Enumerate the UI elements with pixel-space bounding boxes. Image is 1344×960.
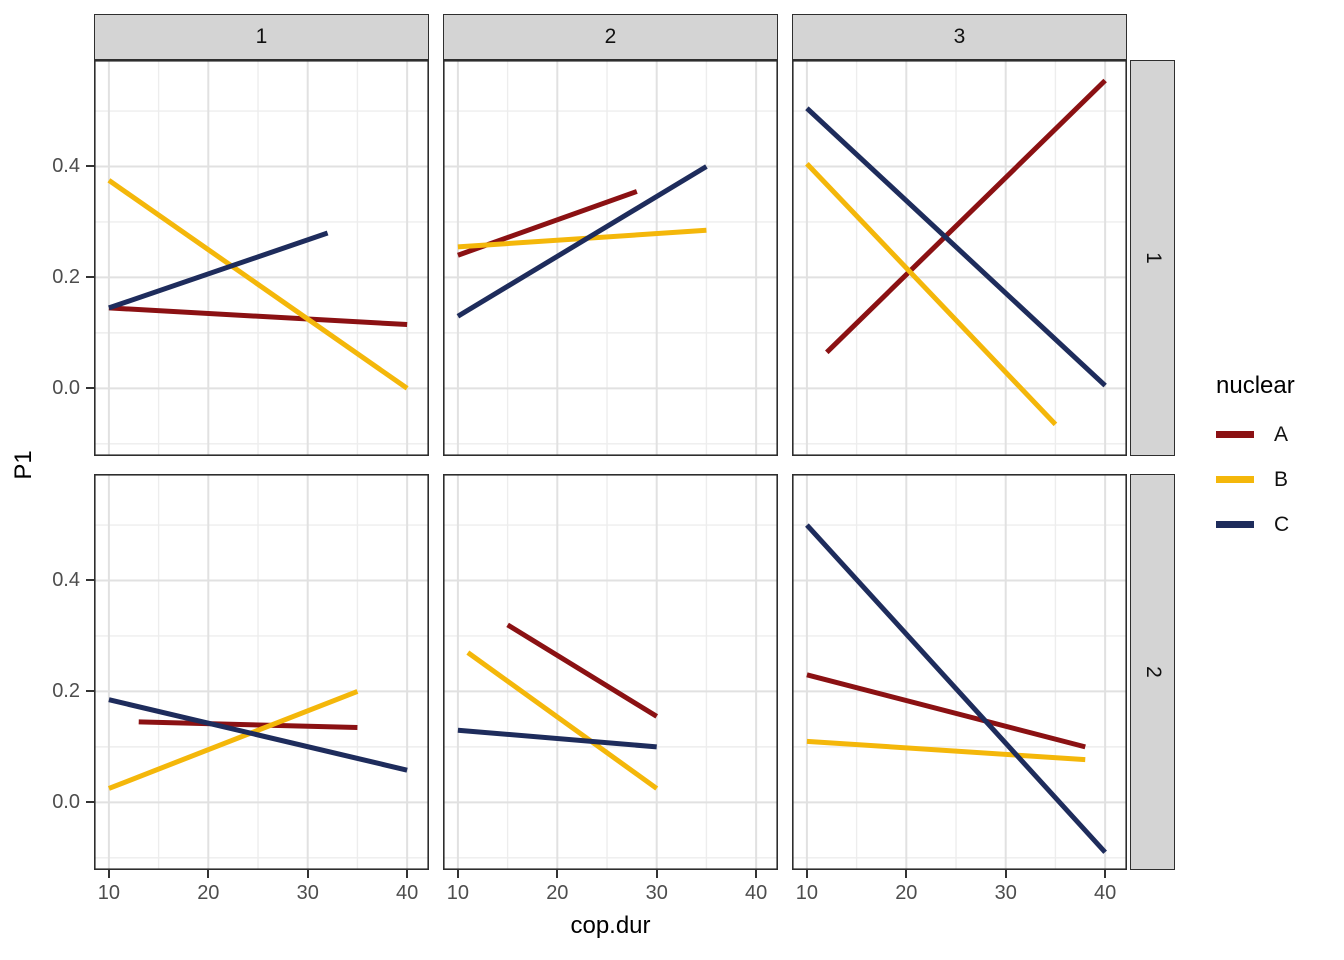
panel-border xyxy=(443,60,778,456)
facet-col-strip-3: 3 xyxy=(792,14,1127,60)
x-tick-label: 10 xyxy=(446,882,470,904)
x-tick-label: 10 xyxy=(795,882,819,904)
y-tick-label: 0.0 xyxy=(52,791,80,814)
x-tick-mark xyxy=(107,870,110,878)
x-tick-mark xyxy=(805,870,808,878)
facet-panel-col1-row2 xyxy=(94,474,429,870)
legend-item-label: B xyxy=(1274,467,1289,491)
series-line-B xyxy=(466,650,659,791)
legend: nuclear A B C xyxy=(1216,372,1295,547)
legend-item-label: A xyxy=(1274,422,1289,446)
series-line-C xyxy=(457,727,657,750)
x-tick-label: 10 xyxy=(97,882,121,904)
facet-panel-col1-row1 xyxy=(94,60,429,456)
x-tick-mark xyxy=(306,870,309,878)
x-tick-label: 30 xyxy=(994,882,1017,904)
series-line-C xyxy=(805,106,1107,388)
series-line-C xyxy=(108,230,329,311)
x-tick-label: 20 xyxy=(197,882,220,904)
y-tick-label: 0.0 xyxy=(52,377,80,400)
y-tick-mark xyxy=(86,579,94,582)
legend-title: nuclear xyxy=(1216,372,1295,399)
facet-col-strip-label: 1 xyxy=(255,25,268,48)
facet-row-strip-label: 2 xyxy=(1141,666,1165,678)
panel-border xyxy=(792,60,1127,456)
facet-row-strip-1: 1 xyxy=(1130,60,1175,456)
x-tick-mark xyxy=(755,870,758,878)
x-tick-mark xyxy=(406,870,409,878)
y-tick-label: 0.2 xyxy=(52,266,80,289)
x-tick-mark xyxy=(1004,870,1007,878)
series-line-A xyxy=(825,78,1107,355)
facet-panel-col3-row1 xyxy=(792,60,1127,456)
x-tick-label: 30 xyxy=(296,882,319,904)
y-tick-label: 0.4 xyxy=(52,155,80,178)
facet-col-strip-label: 3 xyxy=(953,25,966,48)
series-line-A xyxy=(506,622,659,719)
y-tick-mark xyxy=(86,690,94,693)
x-tick-label: 20 xyxy=(895,882,918,904)
facet-panel-col2-row1 xyxy=(443,60,778,456)
facet-col-strip-2: 2 xyxy=(443,14,778,60)
series-line-C xyxy=(456,164,708,319)
x-tick-mark xyxy=(905,870,908,878)
panel-border xyxy=(94,474,429,870)
series-line-B xyxy=(108,689,359,791)
series-line-C xyxy=(108,697,408,773)
legend-line-swatch-icon xyxy=(1216,476,1254,483)
facet-col-strip-label: 2 xyxy=(604,25,617,48)
facet-row-strip-2: 2 xyxy=(1130,474,1175,870)
x-axis-title: cop.dur xyxy=(570,912,651,939)
legend-item: B xyxy=(1216,457,1295,502)
x-tick-mark xyxy=(655,870,658,878)
y-tick-label: 0.4 xyxy=(52,569,80,592)
legend-item: A xyxy=(1216,412,1295,457)
series-line-A xyxy=(108,305,408,328)
series-line-B xyxy=(107,178,409,391)
legend-item: C xyxy=(1216,502,1295,547)
legend-line-swatch-icon xyxy=(1216,431,1254,438)
series-line-C xyxy=(805,523,1107,854)
y-tick-label: 0.2 xyxy=(52,680,80,703)
y-axis-title: P1 xyxy=(10,450,37,480)
panel-border xyxy=(443,474,778,870)
facet-panel-col3-row2 xyxy=(792,474,1127,870)
panel-border xyxy=(94,60,429,456)
y-tick-mark xyxy=(86,387,94,390)
y-tick-mark xyxy=(86,276,94,279)
x-tick-label: 20 xyxy=(546,882,569,904)
series-line-A xyxy=(138,719,358,730)
x-tick-label: 30 xyxy=(645,882,668,904)
facet-col-strip-1: 1 xyxy=(94,14,429,60)
x-tick-label: 40 xyxy=(745,882,768,904)
x-tick-mark xyxy=(556,870,559,878)
series-line-B xyxy=(805,161,1058,427)
x-tick-label: 40 xyxy=(396,882,419,904)
x-tick-mark xyxy=(456,870,459,878)
panel-border xyxy=(792,474,1127,870)
x-tick-mark xyxy=(207,870,210,878)
facet-row-strip-label: 1 xyxy=(1141,252,1165,264)
x-tick-label: 40 xyxy=(1094,882,1117,904)
y-tick-mark xyxy=(86,801,94,804)
x-tick-mark xyxy=(1104,870,1107,878)
y-tick-mark xyxy=(86,165,94,168)
series-line-B xyxy=(806,738,1086,763)
legend-item-label: C xyxy=(1274,512,1290,536)
facet-panel-col2-row2 xyxy=(443,474,778,870)
legend-line-swatch-icon xyxy=(1216,521,1254,528)
series-line-A xyxy=(806,672,1086,750)
